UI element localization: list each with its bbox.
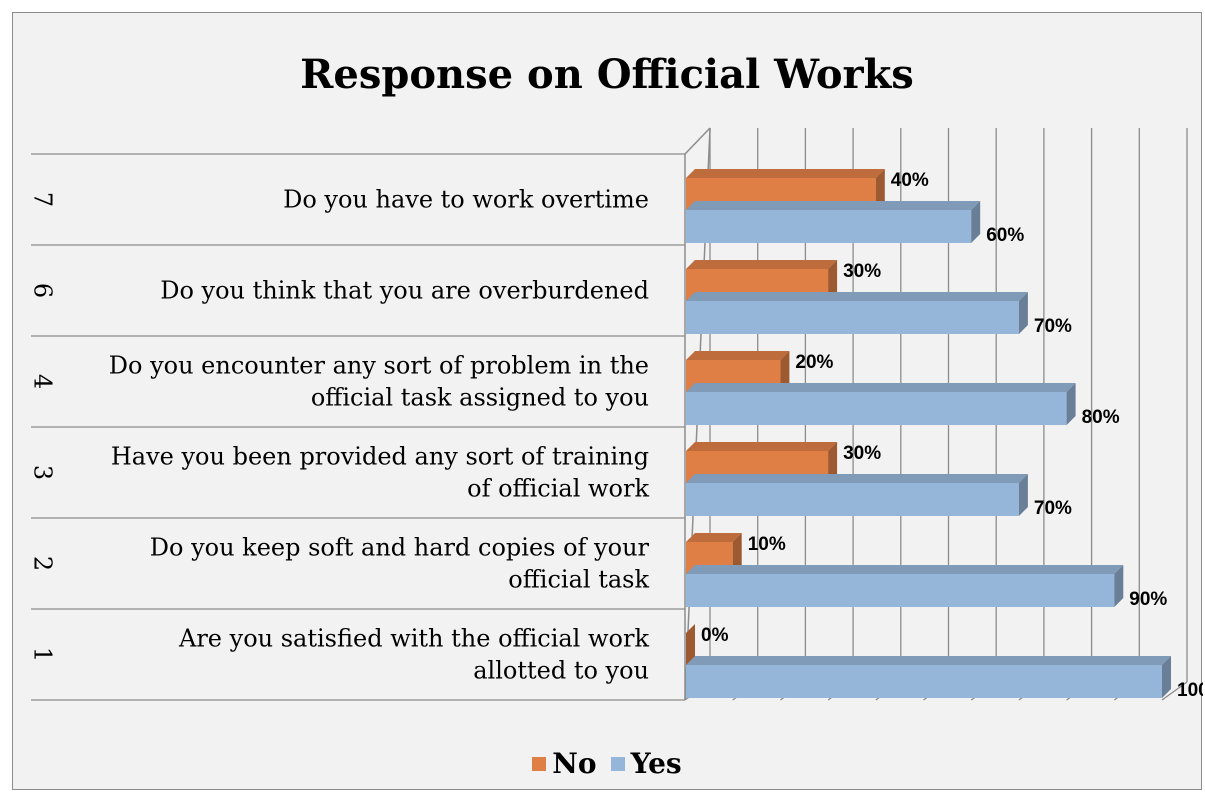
legend-swatch-no xyxy=(532,756,547,771)
bar-yes-6-top xyxy=(686,292,1028,301)
chart-title: Response on Official Works xyxy=(300,51,914,98)
bar-no-7-side xyxy=(875,169,885,211)
value-label-yes-1: 100% xyxy=(1177,680,1203,701)
bar-yes-7 xyxy=(686,210,972,243)
category-label-1-line-1: Are you satisfied with the official work xyxy=(178,625,649,653)
bar-yes-6-side xyxy=(1018,292,1028,334)
bar-yes-2-side xyxy=(1114,565,1124,607)
value-label-yes-7: 60% xyxy=(986,225,1024,246)
bar-no-7-top xyxy=(686,169,885,178)
category-label-7-line-1: Do you have to work overtime xyxy=(283,186,649,214)
category-label-4-line-1: Do you encounter any sort of problem in … xyxy=(109,352,649,380)
value-label-no-7: 40% xyxy=(891,170,929,191)
value-label-no-6: 30% xyxy=(843,261,881,282)
value-label-no-3: 30% xyxy=(843,443,881,464)
bar-yes-3-top xyxy=(686,474,1028,483)
category-number-4: 4 xyxy=(29,374,57,389)
category-number-3: 3 xyxy=(29,465,57,480)
value-label-yes-2: 90% xyxy=(1129,589,1167,610)
legend-label-no: No xyxy=(552,747,597,780)
category-number-7: 7 xyxy=(29,192,57,207)
bar-yes-2-top xyxy=(686,565,1124,574)
legend-swatch-yes xyxy=(610,756,625,771)
bar-no-1-side xyxy=(686,624,695,666)
bar-yes-4 xyxy=(686,392,1067,425)
legend-item-no: No xyxy=(532,747,597,780)
category-label-1-line-2: allotted to you xyxy=(473,657,649,685)
bar-no-3-top xyxy=(686,442,838,451)
bar-no-2-side xyxy=(732,533,742,575)
category-number-6: 6 xyxy=(29,283,57,298)
value-label-yes-4: 80% xyxy=(1082,407,1120,428)
bar-yes-3 xyxy=(686,483,1019,516)
legend: No Yes xyxy=(13,747,1201,780)
bar-yes-4-side xyxy=(1066,383,1076,425)
category-label-2-line-2: official task xyxy=(508,566,649,594)
value-label-no-4: 20% xyxy=(795,352,833,373)
bar-yes-7-side xyxy=(971,201,981,243)
value-label-yes-3: 70% xyxy=(1034,498,1072,519)
value-label-yes-6: 70% xyxy=(1034,316,1072,337)
bar-no-4-side xyxy=(780,351,790,393)
category-label-2-line-1: Do you keep soft and hard copies of your xyxy=(150,534,650,562)
category-label-4-line-2: official task assigned to you xyxy=(311,384,649,412)
bar-no-3-side xyxy=(828,442,838,484)
category-label-3-line-1: Have you been provided any sort of train… xyxy=(111,443,649,471)
bar-yes-2 xyxy=(686,574,1115,607)
bar-yes-7-top xyxy=(686,201,981,210)
category-label-6-line-1: Do you think that you are overburdened xyxy=(160,277,649,305)
bar-yes-3-side xyxy=(1018,474,1028,516)
bar-yes-6 xyxy=(686,301,1019,334)
bar-no-6-top xyxy=(686,260,838,269)
category-number-2: 2 xyxy=(29,556,57,571)
value-label-no-2: 10% xyxy=(748,534,786,555)
chart-frame: Response on Official Works 7 Do you have … xyxy=(12,12,1203,790)
value-label-no-1: 0% xyxy=(701,625,729,646)
bar-yes-4-top xyxy=(686,383,1076,392)
bar-yes-1-top xyxy=(686,656,1171,665)
legend-item-yes: Yes xyxy=(610,747,682,780)
bar-yes-1-side xyxy=(1162,656,1171,698)
legend-label-yes: Yes xyxy=(630,747,682,780)
bar-no-4-top xyxy=(686,351,790,360)
category-number-1: 1 xyxy=(29,647,57,662)
bar-no-6-side xyxy=(828,260,838,302)
bar-yes-1 xyxy=(686,665,1162,698)
bar-no-2-top xyxy=(686,533,742,542)
category-label-3-line-2: of official work xyxy=(467,475,649,503)
gridline-floor-100 xyxy=(1161,681,1188,701)
